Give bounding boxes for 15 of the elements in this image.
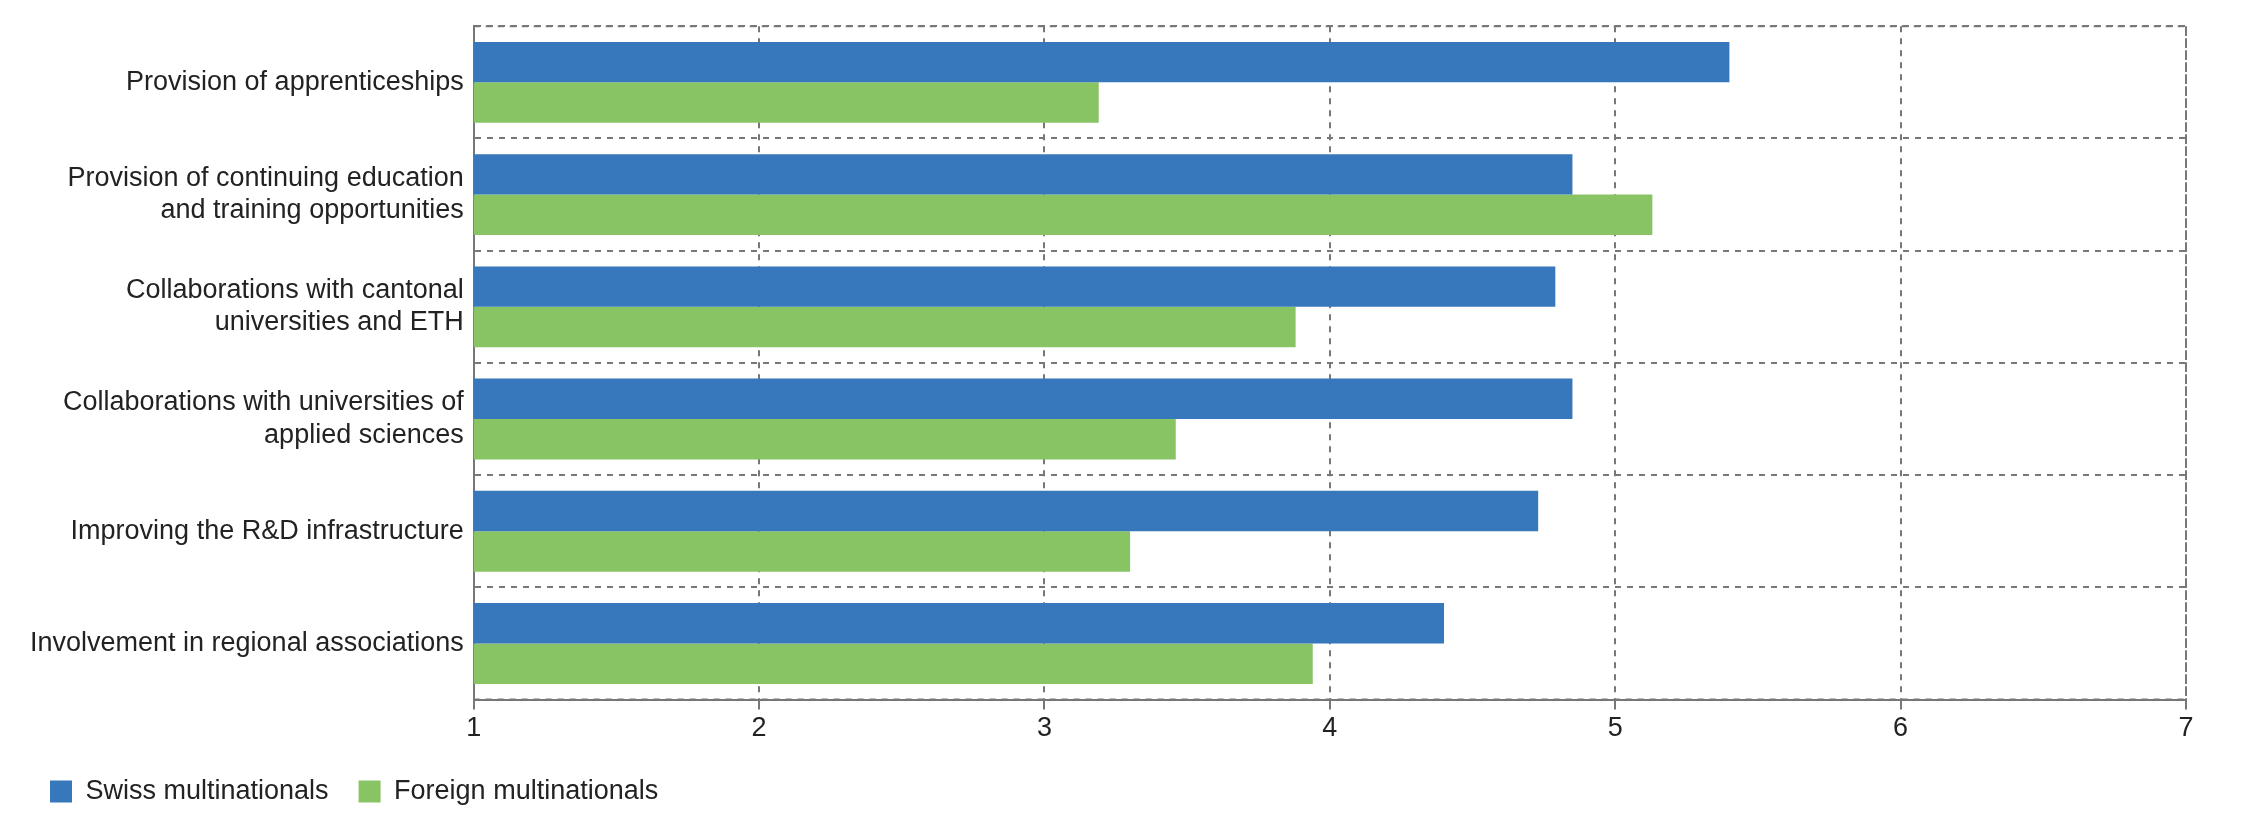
y-tick-label: Involvement in regional associations — [29, 626, 464, 657]
x-tick-label: 1 — [466, 712, 482, 743]
y-tick-label: Improving the R&D infrastructure — [70, 514, 464, 545]
legend-label: Foreign multinationals — [394, 774, 659, 805]
x-tick-label: 6 — [1893, 712, 1909, 743]
x-tick-label: 4 — [1322, 712, 1338, 743]
legend-label: Swiss multinationals — [85, 774, 329, 805]
y-tick-label: Provision of apprenticeships — [126, 65, 464, 96]
x-tick-label: 2 — [751, 712, 767, 743]
x-tick-label: 7 — [2178, 712, 2194, 743]
x-tick-label: 3 — [1036, 712, 1053, 743]
y-tick-label: Collaborations with universities of applied sciences — [63, 386, 465, 449]
x-tick-label: 5 — [1607, 712, 1623, 743]
y-tick-label: Collaborations with cantonal universities and ETH — [126, 274, 464, 337]
y-tick-label: Provision of continuing education and training opportunities — [67, 161, 464, 225]
